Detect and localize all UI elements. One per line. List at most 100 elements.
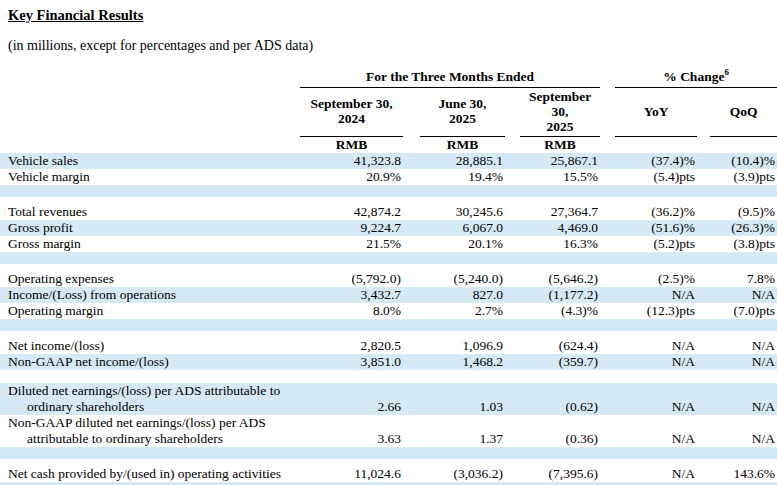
row-label: Gross margin	[0, 236, 300, 252]
col-gap	[697, 169, 710, 185]
value-cell: (359.7)	[520, 354, 600, 370]
col-gap	[505, 204, 520, 220]
value-cell: N/A	[615, 383, 697, 415]
column-header-qoq: QoQ	[710, 87, 777, 136]
column-header-row: September 30,2024 June 30,2025 September…	[0, 87, 777, 136]
value-cell: 25,867.1	[520, 153, 600, 169]
spacer-cell	[0, 252, 777, 264]
footnote-ref: 6	[724, 67, 729, 77]
row-label: Diluted net earnings/(loss) per ADS attr…	[0, 383, 300, 415]
spacer-row	[0, 447, 777, 459]
value-cell: 20.1%	[420, 236, 505, 252]
col-gap	[697, 153, 710, 169]
value-cell: 1.37	[420, 415, 505, 447]
column-header-jun-30-2025: June 30,2025	[420, 87, 505, 136]
col-gap	[403, 204, 420, 220]
value-cell: 2.66	[300, 383, 403, 415]
col-gap	[403, 236, 420, 252]
col-gap	[505, 354, 520, 370]
spacer-row	[0, 264, 777, 271]
row-label: Net cash provided by/(used in) operating…	[0, 466, 300, 482]
value-cell: 7.8%	[710, 271, 777, 287]
col-gap	[697, 136, 710, 153]
col-gap	[600, 204, 615, 220]
table-row: Vehicle sales41,323.828,885.125,867.1(37…	[0, 153, 777, 169]
value-cell: N/A	[710, 383, 777, 415]
value-cell: 28,885.1	[420, 153, 505, 169]
pct-change-group-header: % Change6	[615, 66, 777, 87]
value-cell: (624.4)	[520, 338, 600, 354]
value-cell: 19.4%	[420, 169, 505, 185]
value-cell: (7.0)pts	[710, 303, 777, 319]
group-header-row: For the Three Months Ended % Change6	[0, 66, 777, 87]
col-gap	[403, 136, 420, 153]
table-row: Gross profit9,224.76,067.04,469.0(51.6)%…	[0, 220, 777, 236]
value-cell: (5,646.2)	[520, 271, 600, 287]
col-gap	[403, 287, 420, 303]
value-cell: (37.4)%	[615, 153, 697, 169]
table-body: Vehicle sales41,323.828,885.125,867.1(37…	[0, 153, 777, 485]
spacer-row	[0, 197, 777, 204]
col-gap	[600, 236, 615, 252]
col-gap	[697, 415, 710, 447]
col-gap	[600, 466, 615, 482]
value-cell: N/A	[615, 338, 697, 354]
group-gap	[600, 66, 615, 87]
table-row: Net income/(loss)2,820.51,096.9(624.4)N/…	[0, 338, 777, 354]
row-label: Net income/(loss)	[0, 338, 300, 354]
col-gap	[505, 87, 520, 136]
table-row: Gross margin21.5%20.1%16.3%(5.2)pts(3.8)…	[0, 236, 777, 252]
col-gap	[505, 236, 520, 252]
col-gap	[697, 87, 710, 136]
row-label: Vehicle sales	[0, 153, 300, 169]
table-row: Income/(Loss) from operations3,432.7827.…	[0, 287, 777, 303]
col-gap	[505, 415, 520, 447]
col-gap	[600, 169, 615, 185]
value-cell: 3,432.7	[300, 287, 403, 303]
value-cell: (9.5)%	[710, 204, 777, 220]
row-label: Operating margin	[0, 303, 300, 319]
value-cell: (4.3)%	[520, 303, 600, 319]
col-gap	[697, 303, 710, 319]
value-cell: (0.36)	[520, 415, 600, 447]
table-row: Operating margin8.0%2.7%(4.3)%(12.3)pts(…	[0, 303, 777, 319]
value-cell: 4,469.0	[520, 220, 600, 236]
col-gap	[505, 287, 520, 303]
col-gap	[600, 415, 615, 447]
value-cell: 9,224.7	[300, 220, 403, 236]
value-cell: 30,245.6	[420, 204, 505, 220]
value-cell: (51.6)%	[615, 220, 697, 236]
value-cell: (26.3)%	[710, 220, 777, 236]
col-gap	[600, 220, 615, 236]
spacer-row	[0, 331, 777, 338]
value-cell: N/A	[615, 354, 697, 370]
value-cell: 21.5%	[300, 236, 403, 252]
period-group-header: For the Three Months Ended	[300, 66, 600, 87]
value-cell: (0.62)	[520, 383, 600, 415]
units-note: (in millions, except for percentages and…	[8, 38, 777, 54]
value-cell: 3,851.0	[300, 354, 403, 370]
col-gap	[697, 236, 710, 252]
spacer-row	[0, 252, 777, 264]
key-financial-results-table: For the Three Months Ended % Change6 Sep…	[0, 66, 777, 485]
value-cell: 1,096.9	[420, 338, 505, 354]
column-header-sep-30-2025: September 30,2025	[520, 87, 600, 136]
value-cell: (3.9)pts	[710, 169, 777, 185]
spacer-cell	[0, 370, 777, 383]
column-header-sep-30-2024: September 30,2024	[300, 87, 403, 136]
col-gap	[403, 415, 420, 447]
value-cell: 2.7%	[420, 303, 505, 319]
table-row: Vehicle margin20.9%19.4%15.5%(5.4)pts(3.…	[0, 169, 777, 185]
value-cell: N/A	[710, 415, 777, 447]
spacer-cell	[0, 185, 777, 197]
value-cell: (1,177.2)	[520, 287, 600, 303]
col-gap	[403, 169, 420, 185]
value-cell: (5.2)pts	[615, 236, 697, 252]
spacer-cell	[0, 447, 777, 459]
value-cell: (5.4)pts	[615, 169, 697, 185]
value-cell: (10.4)%	[710, 153, 777, 169]
spacer-cell	[0, 331, 777, 338]
currency-unit: RMB	[300, 136, 403, 153]
col-gap	[505, 466, 520, 482]
spacer-row	[0, 370, 777, 383]
